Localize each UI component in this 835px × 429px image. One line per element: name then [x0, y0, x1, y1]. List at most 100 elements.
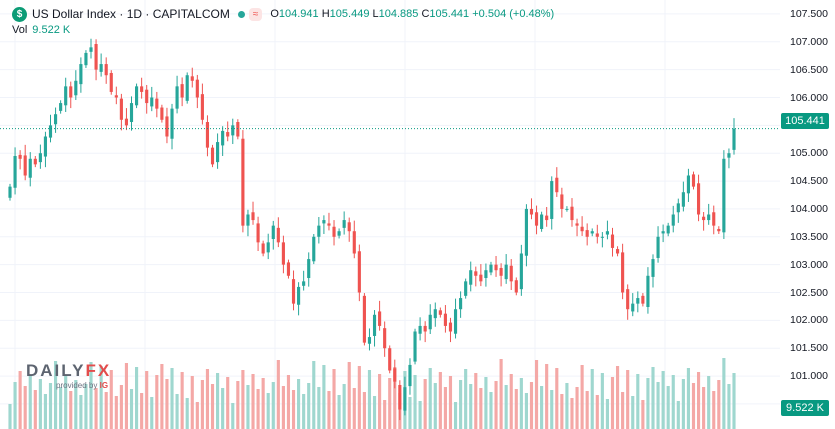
candle-body — [590, 231, 594, 234]
candle-body — [342, 220, 346, 228]
volume-bar — [696, 372, 701, 429]
volume-bar — [423, 379, 427, 429]
volume-bar — [621, 392, 625, 429]
volume-bar — [322, 365, 326, 429]
candle-body — [519, 253, 523, 290]
candle-body — [636, 298, 640, 304]
volume-bar — [367, 370, 372, 429]
volume-bar — [681, 379, 685, 429]
volume-bar — [610, 377, 615, 429]
volume-bar — [686, 368, 691, 429]
candle-body — [479, 274, 483, 282]
volume-bar — [707, 376, 711, 429]
volume-bar — [231, 403, 235, 429]
candle-body — [595, 233, 599, 237]
candle-body — [707, 214, 711, 221]
high-label: H — [321, 8, 330, 20]
volume-bar — [327, 391, 331, 429]
candle-body — [398, 384, 402, 410]
candle-body — [43, 136, 48, 157]
candle-body — [383, 328, 387, 349]
candle-body — [261, 243, 265, 254]
price-axis-tick: 101.000 — [790, 370, 828, 383]
volume-bar — [600, 373, 604, 429]
volume-bar — [74, 380, 78, 429]
volume-bar — [575, 387, 579, 429]
volume-bar — [702, 387, 706, 429]
open-label: O — [270, 8, 279, 20]
candle-body — [423, 325, 427, 332]
high-value: 105.449 — [329, 8, 370, 20]
candle-body — [448, 322, 453, 332]
price-axis-tick: 103.500 — [790, 230, 828, 243]
volume-bar — [281, 386, 285, 429]
candle-body — [74, 80, 78, 96]
candle-body — [600, 236, 604, 238]
open-value: 104.941 — [278, 8, 319, 20]
volume-bar — [205, 369, 210, 429]
candle-body — [352, 231, 356, 254]
volume-bar — [347, 362, 351, 429]
candle-body — [48, 125, 53, 138]
volume-bar — [691, 383, 696, 429]
volume-bar — [291, 390, 296, 429]
volume-bar — [28, 375, 32, 429]
volume-bar — [479, 388, 483, 429]
candle-body — [302, 281, 306, 286]
candle-body — [443, 313, 447, 326]
candle-body — [124, 118, 129, 126]
candle-body — [403, 387, 407, 411]
volume-bar — [378, 374, 382, 429]
chart-legend: $ US Dollar Index · 1D · CAPITALCOM ≈ O1… — [12, 5, 554, 23]
volume-bar — [545, 364, 549, 429]
candle-body — [565, 208, 569, 210]
volume-bar — [383, 400, 387, 429]
candle-body — [357, 251, 361, 293]
market-status[interactable]: ≈ — [237, 7, 263, 21]
volume-bar — [84, 384, 88, 429]
volume-bar — [185, 398, 189, 429]
candle-body — [185, 75, 189, 101]
candle-body — [691, 174, 696, 187]
candle-body — [307, 259, 311, 279]
volume-bar — [676, 401, 680, 429]
volume-histogram — [8, 358, 736, 429]
candle-body — [529, 208, 534, 215]
volume-bar — [580, 365, 584, 429]
candle-body — [575, 223, 579, 226]
candle-body — [626, 289, 630, 310]
price-axis-tick: 106.500 — [790, 63, 828, 76]
chart-title[interactable]: US Dollar Index · 1D · CAPITALCOM — [32, 7, 230, 21]
ohlc-values: O104.941 H105.449 L104.885 C105.441 +0.5… — [270, 8, 554, 20]
candle-body — [180, 84, 184, 98]
volume-bar — [109, 370, 113, 429]
change-value: +0.504 (+0.48%) — [472, 8, 555, 20]
volume-bar — [119, 385, 123, 429]
candle-body — [221, 130, 225, 146]
volume-bar — [317, 387, 321, 429]
volume-label[interactable]: Vol — [12, 24, 28, 36]
volume-bar — [631, 396, 635, 429]
volume-bar — [529, 382, 534, 429]
candle-body — [372, 314, 377, 336]
candle-body — [428, 314, 432, 330]
volume-bar — [524, 393, 528, 429]
candle-body — [413, 331, 417, 362]
candle-body — [291, 279, 296, 304]
volume-bar — [286, 375, 291, 429]
candle-body — [69, 86, 73, 98]
candle-body — [200, 94, 204, 120]
volume-bar — [499, 359, 503, 429]
candle-body — [337, 231, 341, 236]
volume-bar — [297, 379, 301, 429]
volume-bar — [448, 376, 453, 429]
candle-body — [702, 216, 706, 221]
data-status-badge[interactable]: ≈ — [248, 7, 263, 21]
volume-bar — [489, 392, 493, 429]
candle-body — [226, 132, 230, 137]
candle-body — [621, 252, 625, 293]
volume-bar — [53, 361, 58, 429]
candle-body — [570, 206, 574, 221]
candle-body — [484, 270, 488, 279]
